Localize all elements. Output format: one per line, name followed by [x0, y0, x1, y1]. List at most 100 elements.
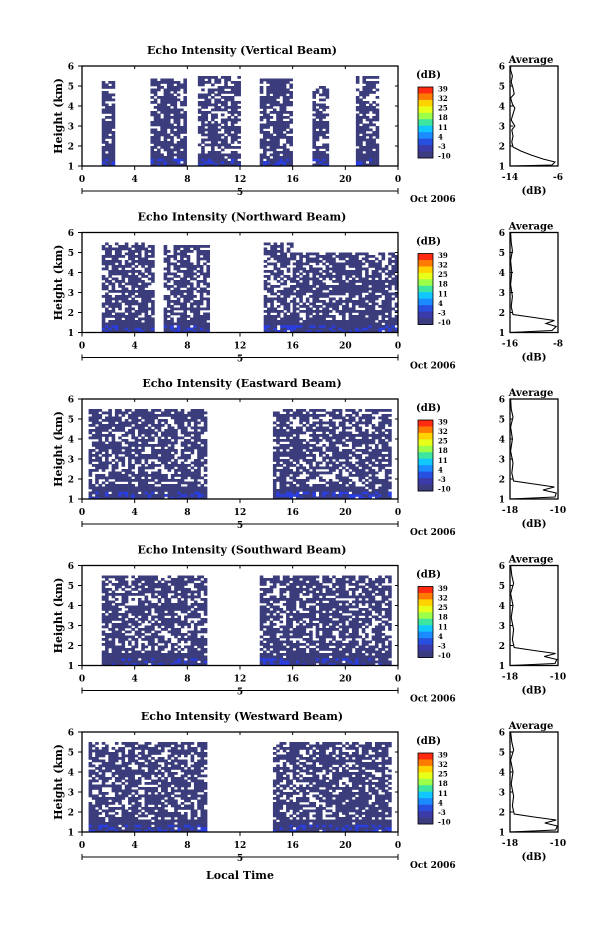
- echo-cell: [189, 327, 194, 331]
- echo-cell: [283, 287, 288, 291]
- echo-cell: [161, 414, 165, 417]
- echo-cell: [180, 320, 184, 323]
- echo-cell: [328, 421, 333, 425]
- echo-cell: [176, 111, 181, 114]
- echo-cell: [378, 305, 382, 308]
- echo-cell: [315, 496, 320, 500]
- echo-cell: [358, 327, 363, 331]
- echo-cell: [263, 161, 267, 164]
- echo-cell: [361, 315, 366, 318]
- echo-cell: [176, 148, 181, 152]
- echo-cell: [282, 469, 287, 472]
- echo-cell: [144, 285, 149, 288]
- echo-cell: [315, 330, 320, 333]
- echo-cell: [128, 464, 132, 467]
- echo-cell: [199, 265, 204, 268]
- echo-cell: [224, 161, 228, 164]
- echo-cell: [378, 277, 382, 281]
- echo-cell: [371, 481, 376, 485]
- echo-cell: [173, 161, 178, 164]
- echo-cell: [147, 416, 152, 420]
- echo-cell: [351, 257, 356, 261]
- echo-cell: [355, 270, 359, 273]
- echo-cell: [302, 310, 307, 313]
- echo-cell: [180, 116, 184, 119]
- echo-cell: [164, 476, 168, 480]
- echo-cell: [131, 277, 135, 281]
- echo-cell: [365, 133, 370, 137]
- echo-cell: [170, 434, 175, 437]
- echo-cell: [111, 133, 116, 137]
- echo-cell: [289, 131, 293, 134]
- echo-cell: [220, 143, 225, 147]
- echo-cell: [266, 282, 271, 286]
- echo-cell: [279, 486, 284, 490]
- echo-cell: [196, 322, 201, 326]
- echo-cell: [131, 252, 135, 256]
- echo-cell: [315, 161, 320, 164]
- echo-cell: [365, 290, 369, 293]
- echo-cell: [279, 481, 284, 485]
- echo-cell: [280, 260, 284, 263]
- echo-cell: [358, 270, 363, 273]
- echo-cell: [375, 108, 380, 112]
- echo-cell: [118, 285, 122, 288]
- echo-cell: [312, 96, 317, 99]
- echo-cell: [108, 250, 112, 253]
- echo-cell: [161, 491, 165, 495]
- echo-cell: [332, 431, 336, 435]
- echo-cell: [186, 267, 191, 271]
- echo-cell: [111, 469, 116, 472]
- echo-cell: [371, 290, 376, 293]
- echo-cell: [200, 409, 205, 412]
- echo-cell: [203, 250, 207, 253]
- echo-cell: [111, 153, 116, 157]
- echo-cell: [345, 444, 349, 447]
- echo-cell: [315, 136, 320, 139]
- echo-cell: [362, 158, 367, 162]
- echo-cell: [348, 419, 353, 422]
- echo-cell: [206, 325, 211, 328]
- echo-cell: [312, 317, 317, 321]
- echo-cell: [190, 496, 195, 500]
- echo-cell: [163, 118, 168, 122]
- echo-cell: [105, 419, 109, 422]
- echo-cell: [190, 486, 195, 490]
- echo-cell: [101, 330, 106, 333]
- echo-cell: [224, 118, 228, 122]
- echo-cell: [176, 131, 181, 134]
- echo-cell: [105, 106, 109, 109]
- echo-cell: [355, 491, 359, 495]
- echo-cell: [108, 421, 112, 425]
- echo-cell: [273, 252, 278, 256]
- echo-cell: [108, 330, 112, 333]
- echo-cell: [174, 421, 178, 425]
- echo-cell: [328, 414, 333, 417]
- echo-cell: [289, 454, 293, 457]
- echo-cell: [176, 260, 181, 263]
- echo-cell: [230, 128, 235, 132]
- echo-cell: [131, 494, 135, 497]
- echo-cell: [319, 93, 323, 97]
- echo-cell: [292, 267, 297, 271]
- echo-cell: [153, 101, 158, 104]
- echo-cell: [134, 441, 139, 445]
- echo-cell: [184, 429, 188, 432]
- echo-cell: [319, 434, 323, 437]
- echo-cell: [197, 93, 202, 97]
- echo-cell: [167, 434, 172, 437]
- echo-cell: [266, 307, 271, 311]
- echo-cell: [309, 270, 313, 273]
- echo-cell: [118, 262, 122, 266]
- echo-cell: [315, 131, 320, 134]
- echo-cell: [361, 282, 366, 286]
- y-axis-label: Height (km): [52, 245, 65, 321]
- echo-cell: [144, 270, 149, 273]
- echo-cell: [201, 151, 205, 154]
- echo-cell: [211, 118, 215, 122]
- echo-cell: [312, 411, 317, 415]
- echo-cell: [105, 451, 109, 455]
- echo-cell: [351, 265, 356, 268]
- echo-cell: [371, 302, 376, 306]
- echo-cell: [144, 302, 149, 306]
